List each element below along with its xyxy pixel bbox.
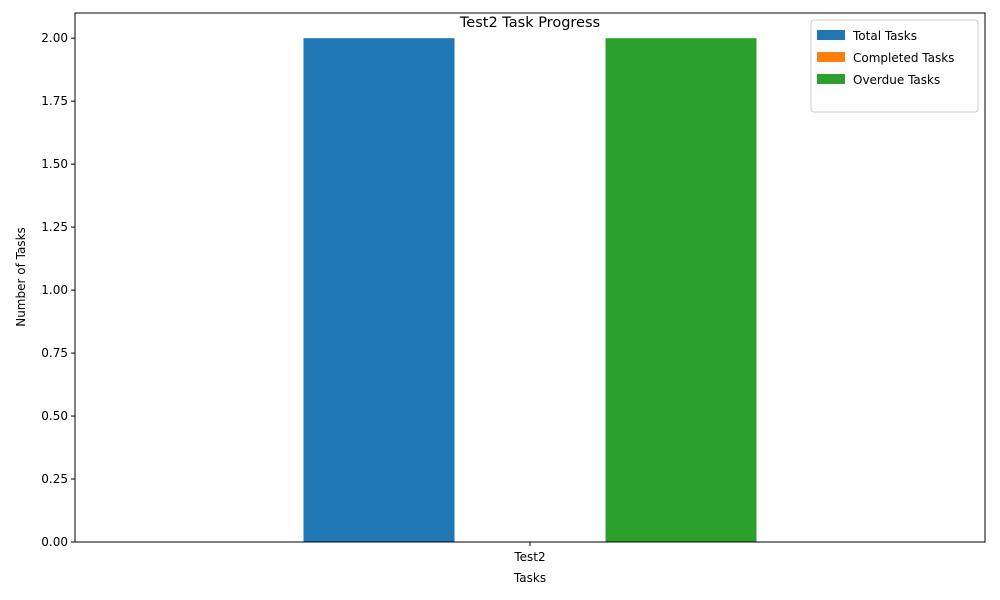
y-tick-label: 1.75: [41, 94, 68, 108]
y-tick-label: 0.75: [41, 346, 68, 360]
bars-group: [303, 38, 757, 542]
y-tick-label: 2.00: [41, 31, 68, 45]
y-tick-label: 0.00: [41, 535, 68, 549]
y-tick-label: 1.25: [41, 220, 68, 234]
bar-total-tasks-test2: [303, 38, 455, 542]
x-tick-label: Test2: [513, 550, 545, 564]
legend-label-completed-tasks: Completed Tasks: [853, 51, 954, 65]
legend-frame: [810, 19, 979, 113]
legend-label-total-tasks: Total Tasks: [852, 29, 917, 43]
y-tick-label: 0.50: [41, 409, 68, 423]
legend: Total Tasks Completed Tasks Overdue Tasks: [810, 19, 979, 113]
chart-title: Test2 Task Progress: [459, 15, 600, 31]
bar-overdue-tasks-test2: [605, 38, 757, 542]
legend-swatch-total-tasks: [817, 30, 845, 40]
y-tick-label: 1.00: [41, 283, 68, 297]
legend-swatch-completed-tasks: [817, 52, 845, 62]
y-tick-label: 0.25: [41, 472, 68, 486]
legend-label-overdue-tasks: Overdue Tasks: [853, 73, 940, 87]
y-axis: 0.00 0.25 0.50 0.75 1.00 1.25 1.50 1.75 2.00: [41, 31, 75, 549]
x-axis: Test2: [513, 542, 546, 564]
y-axis-label: Number of Tasks: [14, 227, 28, 327]
legend-swatch-overdue-tasks: [817, 74, 845, 84]
y-tick-label: 1.50: [41, 157, 68, 171]
x-axis-label: Tasks: [513, 571, 546, 585]
